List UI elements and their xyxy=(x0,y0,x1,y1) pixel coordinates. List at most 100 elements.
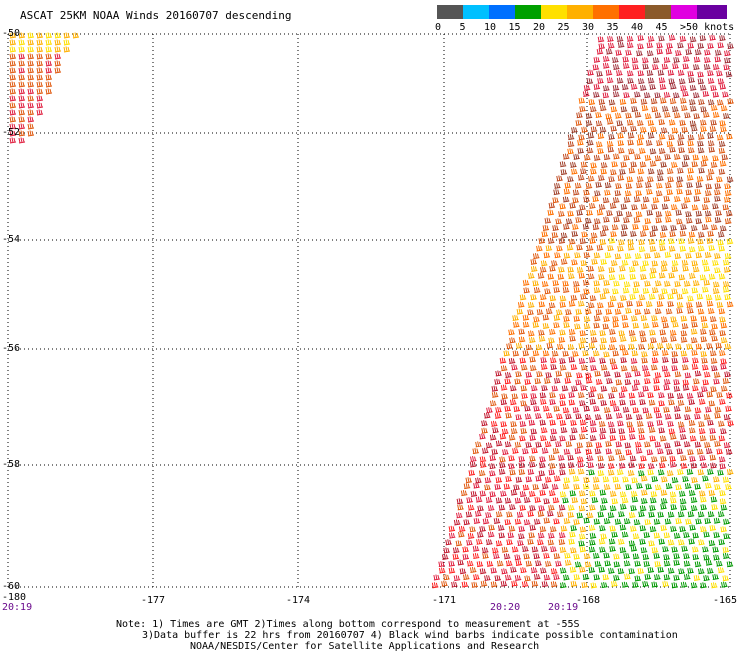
wind-barb xyxy=(679,490,686,497)
wind-barb xyxy=(9,116,17,123)
wind-barb xyxy=(608,392,615,399)
wind-barb xyxy=(491,391,499,398)
wind-barb xyxy=(548,302,556,309)
wind-barb xyxy=(504,371,512,379)
wind-barb xyxy=(592,224,600,231)
wind-barb xyxy=(641,104,649,112)
wind-barb xyxy=(650,491,658,498)
wind-barb xyxy=(599,329,606,337)
wind-barb xyxy=(619,491,627,498)
wind-barb xyxy=(608,567,615,574)
wind-barb xyxy=(642,287,650,294)
wind-barb xyxy=(536,245,543,252)
wind-barb xyxy=(684,406,692,413)
wind-barb xyxy=(483,412,491,419)
wind-barb xyxy=(505,412,512,419)
wind-barb xyxy=(724,50,731,57)
wind-barb xyxy=(682,63,690,70)
wind-barb xyxy=(563,477,571,484)
wind-barb xyxy=(598,98,606,105)
wind-barb xyxy=(723,442,731,449)
wind-barb xyxy=(533,573,541,580)
wind-barb xyxy=(623,518,631,525)
wind-barb xyxy=(647,469,655,476)
wind-barb xyxy=(585,377,593,384)
wind-barb xyxy=(593,91,600,98)
wind-barb xyxy=(658,538,666,545)
wind-barb xyxy=(637,567,645,575)
wind-barb xyxy=(651,225,659,232)
wind-barb xyxy=(518,336,526,343)
wind-barb xyxy=(703,574,710,582)
wind-barb xyxy=(538,505,545,512)
wind-barb xyxy=(623,196,631,203)
wind-barb xyxy=(575,379,582,386)
wind-barb xyxy=(467,504,475,511)
wind-barb xyxy=(626,119,634,126)
wind-barb xyxy=(676,392,684,400)
wind-barb xyxy=(587,273,595,280)
wind-barb xyxy=(498,532,506,539)
wind-barb xyxy=(579,533,586,540)
wind-barb xyxy=(559,161,567,168)
wind-barb xyxy=(698,245,705,252)
wind-barb xyxy=(549,265,556,272)
wind-barb xyxy=(659,329,667,336)
wind-barb xyxy=(583,476,590,483)
wind-barb xyxy=(616,69,623,76)
wind-barb xyxy=(539,392,547,399)
wind-barb xyxy=(588,99,596,106)
wind-barb xyxy=(612,350,620,357)
wind-barb xyxy=(705,448,713,455)
wind-barb xyxy=(567,266,575,273)
wind-barb xyxy=(495,476,503,484)
wind-barb xyxy=(712,63,720,71)
wind-barb xyxy=(656,342,664,349)
wind-barb xyxy=(572,406,580,414)
wind-barb xyxy=(714,412,721,419)
lon-label-171: -171 xyxy=(432,595,457,606)
wind-barb xyxy=(697,147,705,154)
wind-barb xyxy=(639,147,646,154)
wind-barb xyxy=(691,349,698,356)
wind-barb xyxy=(585,217,592,224)
wind-barb xyxy=(469,461,477,468)
wind-barb xyxy=(638,427,645,434)
wind-barb xyxy=(575,413,582,420)
wind-barb xyxy=(530,567,538,574)
wind-barb xyxy=(686,181,693,189)
wind-barb xyxy=(642,260,650,267)
wind-barb xyxy=(692,266,700,273)
wind-barb xyxy=(673,112,681,119)
wind-barb xyxy=(670,316,677,323)
wind-barb xyxy=(722,546,730,553)
wind-barb xyxy=(689,36,697,43)
wind-barb xyxy=(578,540,585,547)
wind-barb xyxy=(720,126,727,133)
wind-barb xyxy=(573,315,581,322)
wind-barb xyxy=(500,421,507,428)
wind-barb xyxy=(474,510,482,517)
wind-barb xyxy=(713,378,720,385)
wind-barb xyxy=(558,504,566,511)
wind-barb xyxy=(628,462,636,469)
wind-barb xyxy=(709,454,717,461)
wind-barb xyxy=(543,517,551,524)
wind-barb xyxy=(639,161,647,168)
wind-barb xyxy=(632,322,640,329)
wind-barb xyxy=(680,581,688,588)
wind-barb xyxy=(620,230,628,237)
wind-barb xyxy=(618,239,625,246)
wind-barb xyxy=(716,560,723,567)
wind-barb xyxy=(573,153,580,160)
wind-barb xyxy=(727,419,734,427)
wind-barb xyxy=(670,497,677,504)
wind-barb xyxy=(691,363,699,370)
wind-barb xyxy=(724,343,732,350)
wind-barb xyxy=(473,482,480,489)
wind-barb xyxy=(508,357,516,365)
wind-barb xyxy=(455,540,463,547)
wind-barb xyxy=(593,405,600,412)
wind-barb xyxy=(525,371,533,378)
wind-barb xyxy=(609,427,617,434)
